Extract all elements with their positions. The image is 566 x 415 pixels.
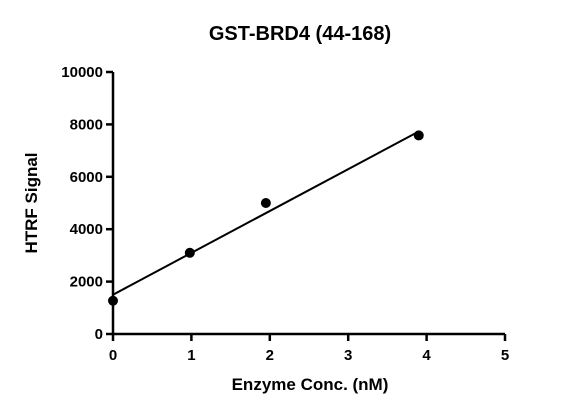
x-tick-label: 5 (501, 347, 509, 364)
y-tick-label: 2000 (70, 274, 103, 291)
x-tick-label: 1 (187, 347, 195, 364)
x-tick-label: 4 (422, 347, 431, 364)
y-tick-label: 6000 (70, 169, 103, 186)
y-axis-label: HTRF Signal (22, 152, 41, 253)
x-tick-label: 2 (266, 347, 274, 364)
data-point (260, 198, 271, 208)
y-tick-label: 8000 (70, 116, 103, 133)
fit-line (112, 130, 420, 296)
y-tick-label: 4000 (70, 221, 103, 238)
data-point (184, 247, 195, 258)
y-tick-label: 10000 (61, 64, 103, 81)
chart-title: GST-BRD4 (44-168) (209, 23, 391, 45)
y-tick-label: 0 (95, 326, 103, 343)
x-axis-label: Enzyme Conc. (nM) (232, 375, 389, 394)
data-point (108, 295, 118, 306)
x-tick-label: 3 (344, 347, 352, 364)
data-point (413, 130, 424, 141)
plot-area: 0 1 2 3 4 5 0 2000 4000 6000 8000 10000 (61, 64, 509, 364)
x-tick-label: 0 (109, 347, 117, 364)
